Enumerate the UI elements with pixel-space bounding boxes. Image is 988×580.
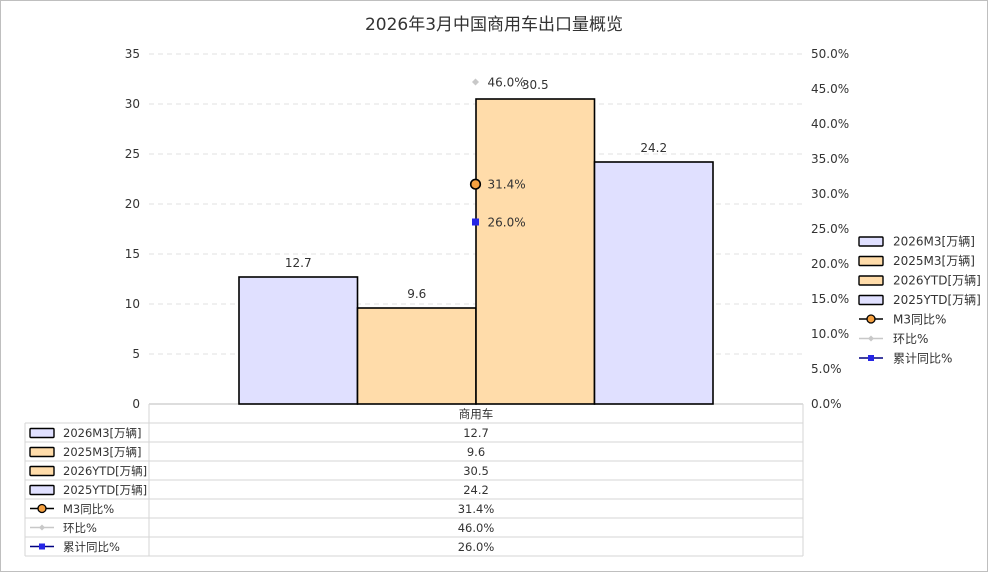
marker-item [472, 218, 479, 226]
data-table: 商用车 2026M3[万辆] 12.7 2025M3[万辆] 9.6 2026YTD[万辆… [24, 404, 804, 557]
left-tick-label: 25 [125, 147, 140, 161]
right-tick-label: 30.0% [811, 187, 849, 201]
right-tick-label: 5.0% [811, 362, 842, 376]
table-cell: 24.2 [463, 483, 489, 497]
table-cell: 9.6 [467, 445, 485, 459]
right-tick-label: 45.0% [811, 82, 849, 96]
legend-marker [868, 335, 874, 342]
right-tick-label: 35.0% [811, 152, 849, 166]
table-cell: 30.5 [463, 464, 489, 478]
legend-label: 2026YTD[万辆] [893, 274, 981, 288]
legend-swatch [858, 275, 884, 286]
line-markers: 31.4% 46.0% 26.0% [469, 76, 526, 230]
left-tick-label: 20 [125, 197, 140, 211]
left-tick-label: 10 [125, 297, 140, 311]
legend-marker [37, 503, 47, 514]
legend-label: 2025M3[万辆] [893, 254, 975, 268]
legend-item-2025m3: 2025M3[万辆] [858, 254, 975, 268]
bar-value-label: 9.6 [407, 287, 426, 301]
legend-label: M3同比% [893, 313, 946, 327]
legend-item-2025ytd: 2025YTD[万辆] [858, 293, 981, 307]
legend-label: 环比% [893, 332, 928, 346]
bar-2025m3 [356, 307, 477, 405]
bar-labels: 12.7 9.6 30.5 24.2 [285, 78, 667, 301]
line-value-label: 46.0% [488, 76, 526, 90]
legend-swatch [858, 255, 884, 267]
legend-swatch [29, 465, 55, 477]
legend-swatch [29, 446, 55, 458]
chart-title: 2026年3月中国商用车出口量概览 [365, 15, 623, 35]
bar-2026ytd [475, 98, 596, 405]
table-row: 2025M3[万辆] 9.6 [29, 445, 485, 459]
marker-item [472, 78, 479, 86]
table-row: 2026YTD[万辆] 30.5 [29, 464, 489, 478]
legend-label: 2026M3[万辆] [893, 235, 975, 249]
table-row-label: 2026YTD[万辆] [63, 464, 147, 478]
left-tick-label: 30 [125, 97, 140, 111]
right-tick-label: 50.0% [811, 47, 849, 61]
legend-item-2026ytd: 2026YTD[万辆] [858, 274, 981, 288]
table-row-label: 2026M3[万辆] [63, 426, 141, 440]
left-tick-label: 15 [125, 247, 140, 261]
table-cell: 31.4% [458, 502, 495, 516]
left-tick-label: 5 [132, 347, 140, 361]
table-row-label: 环比% [63, 521, 97, 535]
right-tick-label: 25.0% [811, 222, 849, 236]
right-tick-label: 15.0% [811, 292, 849, 306]
table-cell: 26.0% [458, 540, 495, 554]
bar-value-label: 24.2 [640, 141, 667, 155]
table-row: 环比% 46.0% [30, 521, 494, 535]
left-tick-label: 0 [132, 397, 140, 411]
table-row: 2025YTD[万辆] 24.2 [29, 483, 489, 497]
table-row-label: 2025YTD[万辆] [63, 483, 147, 497]
legend-swatch [29, 427, 55, 439]
table-row-label: 2025M3[万辆] [63, 445, 141, 459]
table-header: 商用车 [459, 407, 494, 421]
right-tick-label: 20.0% [811, 257, 849, 271]
left-axis: 0 5 10 15 20 25 30 35 [125, 47, 140, 411]
legend-item-m3: M3同比% [859, 313, 946, 327]
legend-label: 累计同比% [893, 352, 952, 366]
legend-swatch [29, 484, 55, 496]
right-tick-label: 10.0% [811, 327, 849, 341]
legend-marker [868, 355, 874, 361]
legend-swatch [858, 236, 884, 247]
table-cell: 12.7 [463, 426, 489, 440]
legend-swatch [858, 294, 884, 306]
right-axis: 0.0% 5.0% 10.0% 15.0% 20.0% 25.0% 30.0% 35.0% 40… [811, 47, 849, 411]
bar-value-label: 30.5 [522, 78, 549, 92]
legend-label: 2025YTD[万辆] [893, 293, 981, 307]
bars [238, 98, 714, 405]
bar-value-label: 12.7 [285, 256, 312, 270]
legend-item-item: 环比% [859, 332, 928, 346]
table-row: M3同比% 31.4% [30, 502, 494, 516]
table-row-label: 累计同比% [63, 540, 120, 554]
line-value-label: 31.4% [488, 178, 526, 192]
legend: 2026M3[万辆] 2025M3[万辆] 2026YTD[万辆] 2025YTD[万… [858, 235, 981, 366]
legend-marker [39, 524, 45, 531]
line-value-label: 26.0% [488, 216, 526, 230]
table-row-label: M3同比% [63, 502, 114, 516]
left-tick-label: 35 [125, 47, 140, 61]
legend-item-item: 累计同比% [859, 352, 952, 366]
bar-2026m3 [238, 276, 359, 405]
bar-2025ytd [593, 161, 714, 405]
right-tick-label: 0.0% [811, 397, 842, 411]
legend-marker [866, 314, 876, 324]
right-tick-label: 40.0% [811, 117, 849, 131]
table-row: 累计同比% 26.0% [30, 540, 494, 554]
legend-marker [39, 543, 45, 550]
marker-m3 [469, 178, 482, 190]
table-row: 2026M3[万辆] 12.7 [29, 426, 489, 440]
table-cell: 46.0% [458, 521, 495, 535]
legend-item-2026m3: 2026M3[万辆] [858, 235, 975, 249]
